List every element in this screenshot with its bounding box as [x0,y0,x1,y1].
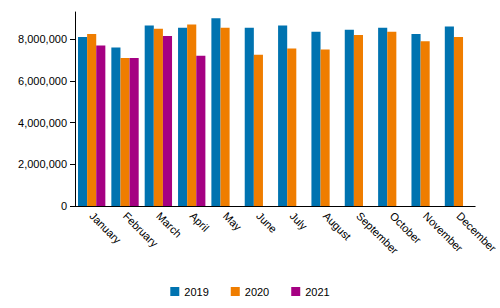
svg-text:2019: 2019 [184,286,208,298]
svg-text:0: 0 [61,200,67,212]
svg-text:January: January [87,210,123,246]
svg-text:2,000,000: 2,000,000 [18,158,67,170]
svg-text:April: April [187,210,211,234]
svg-text:March: March [154,210,184,240]
svg-text:November: November [420,209,466,255]
svg-text:July: July [288,210,311,233]
svg-text:2021: 2021 [305,286,329,298]
svg-text:8,000,000: 8,000,000 [18,33,67,45]
svg-text:6,000,000: 6,000,000 [18,75,67,87]
svg-text:October: October [388,210,424,246]
svg-text:2020: 2020 [245,286,269,298]
svg-text:May: May [221,210,245,234]
svg-text:4,000,000: 4,000,000 [18,117,67,129]
svg-text:September: September [354,209,401,257]
svg-text:June: June [254,210,279,235]
svg-text:August: August [321,210,354,243]
svg-text:February: February [121,210,161,250]
svg-text:December: December [454,210,499,255]
